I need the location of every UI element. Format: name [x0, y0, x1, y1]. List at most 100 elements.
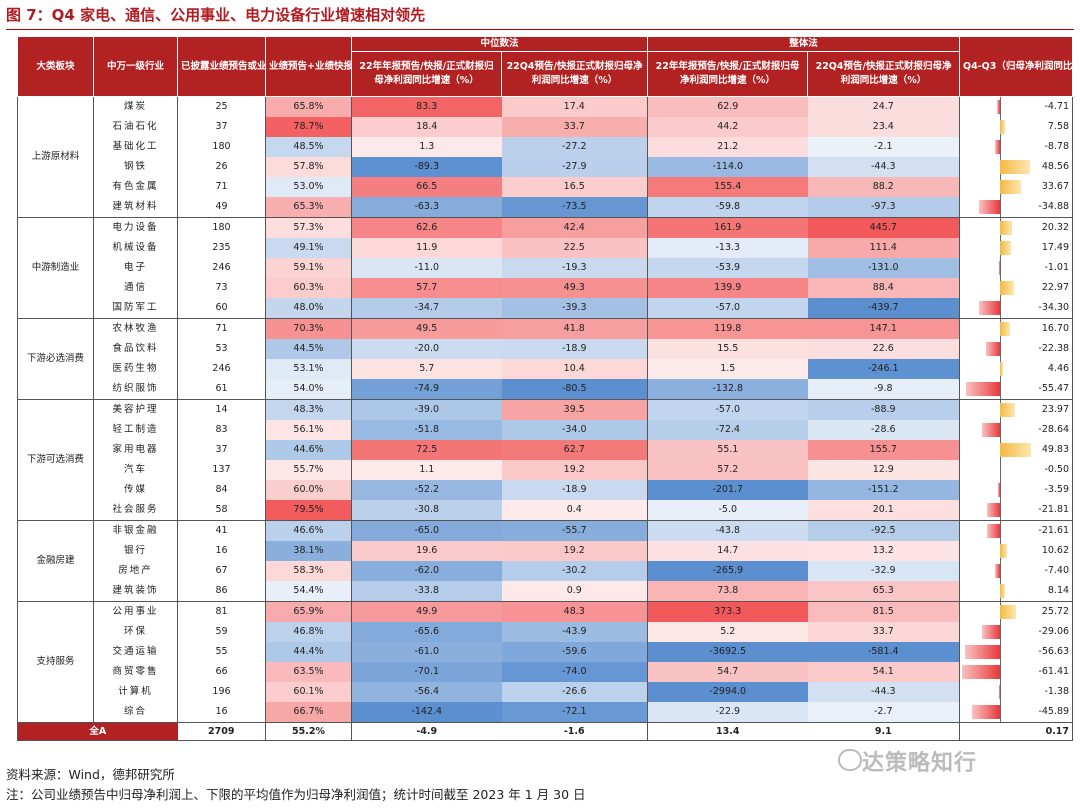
industry-cell: 商贸零售 — [93, 662, 178, 682]
q4-q3-value: -22.38 — [1038, 343, 1070, 354]
industry-cell: 交通运输 — [93, 642, 178, 662]
median-q4-cell: 41.8 — [501, 318, 649, 339]
rate-cell: 44.4% — [265, 642, 352, 662]
table-row: 纺织服饰 61 54.0% -74.9 -80.5 -132.8 -9.8 -55.47 — [18, 379, 1074, 400]
median-22-cell: 57.7 — [351, 278, 502, 298]
zero-axis — [1000, 339, 1002, 359]
q4-q3-cell: 7.58 — [959, 117, 1074, 137]
q4-q3-cell: 4.46 — [959, 359, 1074, 379]
count-cell: 196 — [177, 682, 266, 702]
rate-cell: 79.5% — [265, 500, 352, 521]
q4-q3-bar — [1000, 281, 1015, 295]
q4-q3-cell: -28.64 — [959, 420, 1074, 440]
count-cell: 16 — [177, 541, 266, 561]
overall-q4-cell: 33.7 — [807, 622, 961, 642]
overall-q4-cell: -581.4 — [807, 642, 961, 662]
median-22-cell: -30.8 — [351, 500, 502, 521]
q4-q3-bar — [1000, 605, 1016, 619]
count-cell: 61 — [177, 379, 266, 400]
total-rate: 55.2% — [265, 722, 352, 741]
median-22-cell: 11.9 — [351, 238, 502, 258]
overall-22-cell: -132.8 — [647, 379, 808, 400]
overall-q4-cell: -131.0 — [807, 258, 961, 278]
zero-axis — [1000, 480, 1002, 500]
median-22-cell: -33.8 — [351, 581, 502, 602]
overall-q4-cell: -32.9 — [807, 561, 961, 581]
count-cell: 25 — [177, 96, 266, 117]
overall-q4-cell: 12.9 — [807, 460, 961, 480]
category-cell: 下游可选消费 — [17, 399, 94, 521]
overall-22-cell: 139.9 — [647, 278, 808, 298]
overall-q4-cell: 22.6 — [807, 339, 961, 359]
industry-cell: 家用电器 — [93, 440, 178, 460]
industry-cell: 公用事业 — [93, 601, 178, 622]
rate-cell: 49.1% — [265, 238, 352, 258]
q4-q3-cell: -22.38 — [959, 339, 1074, 359]
q4-q3-cell: -45.89 — [959, 702, 1074, 723]
rate-cell: 44.6% — [265, 440, 352, 460]
table-row: 计算机 196 60.1% -56.4 -26.6 -2994.0 -44.3 -1.38 — [18, 682, 1074, 702]
industry-cell: 通信 — [93, 278, 178, 298]
overall-22-cell: 14.7 — [647, 541, 808, 561]
industry-cell: 房地产 — [93, 561, 178, 581]
median-q4-cell: -18.9 — [501, 480, 649, 500]
q4-q3-value: -34.88 — [1038, 201, 1070, 212]
median-q4-cell: -27.2 — [501, 137, 649, 157]
industry-cell: 综合 — [93, 702, 178, 723]
overall-q4-cell: -151.2 — [807, 480, 961, 500]
q4-q3-bar — [994, 140, 1001, 154]
zero-axis — [1000, 622, 1002, 642]
median-q4-cell: 39.5 — [501, 399, 649, 420]
overall-22-cell: -43.8 — [647, 520, 808, 541]
count-cell: 246 — [177, 258, 266, 278]
overall-q4-cell: 88.4 — [807, 278, 961, 298]
overall-22-cell: -265.9 — [647, 561, 808, 581]
zero-axis — [1000, 662, 1002, 682]
median-q4-cell: -43.9 — [501, 622, 649, 642]
category-cell: 金融房建 — [17, 520, 94, 602]
median-22-cell: -20.0 — [351, 339, 502, 359]
industry-cell: 机械设备 — [93, 238, 178, 258]
industry-cell: 石油石化 — [93, 117, 178, 137]
median-22-cell: -11.0 — [351, 258, 502, 278]
table-row: 医药生物 246 53.1% 5.7 10.4 1.5 -246.1 4.46 — [18, 359, 1074, 379]
q4-q3-cell: -56.63 — [959, 642, 1074, 662]
q4-q3-value: 23.97 — [1041, 404, 1070, 415]
figure-title: 图 7：Q4 家电、通信、公用事业、电力设备行业增速相对领先 — [6, 6, 426, 24]
table-row: 建筑材料 49 65.3% -63.3 -73.5 -59.8 -97.3 -34.88 — [18, 197, 1074, 218]
median-22-cell: -142.4 — [351, 702, 502, 723]
q4-q3-cell: 17.49 — [959, 238, 1074, 258]
count-cell: 16 — [177, 702, 266, 723]
header-group-median: 中位数法 — [350, 36, 649, 52]
median-q4-cell: -27.9 — [501, 157, 649, 177]
q4-q3-value: 48.56 — [1041, 161, 1070, 172]
zero-axis — [1000, 137, 1002, 157]
median-22-cell: -63.3 — [351, 197, 502, 218]
q4-q3-bar — [999, 685, 1001, 699]
rate-cell: 48.5% — [265, 137, 352, 157]
overall-q4-cell: 13.2 — [807, 541, 961, 561]
zero-axis — [1000, 682, 1002, 702]
industry-cell: 电力设备 — [93, 217, 178, 238]
total-m22: -4.9 — [351, 722, 502, 741]
q4-q3-value: 10.62 — [1041, 545, 1070, 556]
table-row: 中游制造业 电力设备 180 57.3% 62.6 42.4 161.9 445.7 20.32 — [17, 217, 1074, 319]
total-oq4: 9.1 — [807, 722, 961, 741]
rate-cell: 48.0% — [265, 298, 352, 319]
q4-q3-cell: -61.41 — [959, 662, 1074, 682]
q4-q3-bar — [997, 483, 1001, 497]
industry-cell: 钢铁 — [93, 157, 178, 177]
rate-cell: 65.9% — [265, 601, 352, 622]
overall-q4-cell: 147.1 — [807, 318, 961, 339]
table-row: 环保 59 46.8% -65.6 -43.9 5.2 33.7 -29.06 — [18, 622, 1074, 642]
q4-q3-value: -56.63 — [1038, 646, 1070, 657]
q4-q3-value: -3.59 — [1044, 484, 1070, 495]
q4-q3-cell: -55.47 — [959, 379, 1074, 400]
q4-q3-bar — [1000, 403, 1015, 417]
category-cell: 中游制造业 — [17, 217, 94, 319]
overall-22-cell: -22.9 — [647, 702, 808, 723]
q4-q3-bar — [1000, 221, 1013, 235]
overall-q4-cell: -246.1 — [807, 359, 961, 379]
count-cell: 73 — [177, 278, 266, 298]
overall-q4-cell: -9.8 — [807, 379, 961, 400]
